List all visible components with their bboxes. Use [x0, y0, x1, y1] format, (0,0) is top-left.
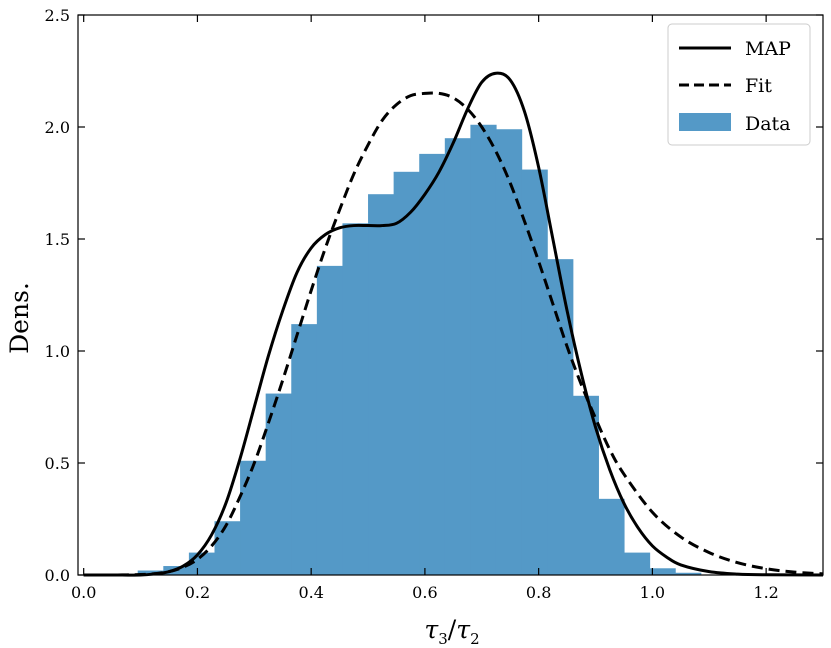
x-axis-label-tau: τ — [424, 615, 439, 644]
histogram-bar — [419, 153, 446, 575]
histogram-bar — [470, 124, 497, 575]
x-axis-label-tau-2: τ — [456, 615, 471, 644]
x-axis-label-sub-den: 2 — [470, 630, 480, 648]
x-tick-label: 0.8 — [526, 583, 551, 602]
legend-data-swatch — [679, 113, 731, 131]
histogram-bar — [495, 129, 523, 576]
map-curve — [83, 71, 824, 577]
x-tick-label: 1.2 — [753, 583, 778, 602]
x-tick-label: 0.0 — [71, 583, 96, 602]
density-curves — [83, 71, 824, 577]
y-tick-label: 0.5 — [45, 454, 70, 473]
legend-map-label: MAP — [745, 38, 791, 60]
fit-curve — [83, 91, 824, 577]
histogram-bar — [240, 460, 267, 575]
y-tick-label: 1.5 — [45, 230, 70, 249]
histogram-bar — [623, 552, 651, 575]
histogram-bar — [368, 194, 395, 575]
histogram-bar — [649, 568, 676, 575]
y-axis-label: Dens. — [5, 282, 34, 354]
histogram-bars — [137, 124, 702, 576]
histogram-bar — [214, 521, 241, 575]
y-tick-label: 2.0 — [45, 118, 70, 137]
y-tick-label: 1.0 — [45, 342, 70, 361]
axis-ticks: 0.0 0.2 0.4 0.6 0.8 1.0 1.2 0.0 0.5 1.0 1.5 2.0 2.5 — [45, 6, 823, 602]
histogram-bar — [291, 324, 318, 575]
histogram-bar — [598, 498, 625, 575]
y-tick-label: 2.5 — [45, 6, 70, 25]
plot-frame — [77, 14, 824, 576]
legend-fit-label: Fit — [745, 75, 772, 97]
x-tick-label: 0.2 — [185, 583, 210, 602]
x-tick-label: 1.0 — [640, 583, 665, 602]
histogram-bar — [137, 570, 164, 575]
histogram-bar — [521, 169, 548, 575]
x-axis-label-slash: / — [448, 615, 457, 644]
legend: MAP Fit Data — [667, 23, 811, 146]
x-tick-label: 0.4 — [298, 583, 323, 602]
histogram-bar — [265, 393, 292, 575]
x-tick-label: 0.6 — [412, 583, 437, 602]
histogram-bar — [316, 265, 344, 575]
histogram-bar — [342, 223, 369, 575]
x-axis-label-sub-num: 3 — [438, 630, 448, 648]
histogram-bar — [393, 171, 420, 576]
x-axis-label: τ3/τ2 — [424, 615, 479, 648]
histogram-bar — [675, 572, 702, 575]
histogram-bar — [547, 259, 574, 575]
y-tick-label: 0.0 — [45, 566, 70, 585]
histogram-bar — [444, 138, 472, 575]
legend-data-label: Data — [745, 113, 791, 135]
